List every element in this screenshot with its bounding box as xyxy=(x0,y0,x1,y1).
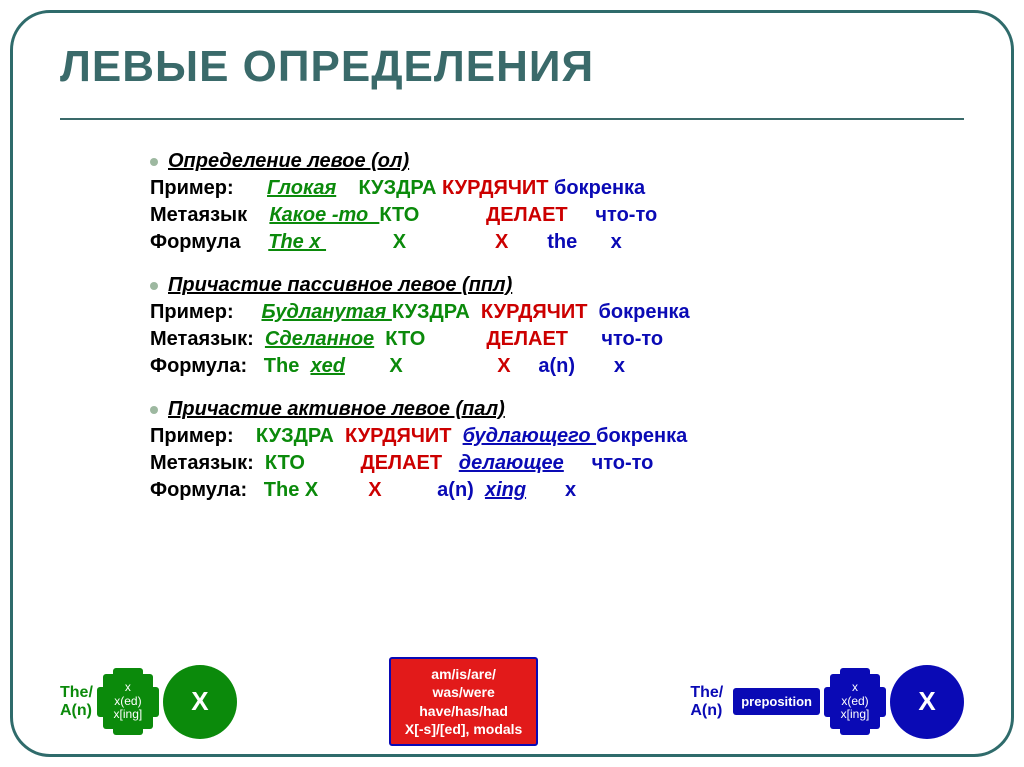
label: Пример: xyxy=(150,301,261,323)
word: X xyxy=(495,231,547,253)
word: the x xyxy=(547,231,621,253)
word: Сделанное xyxy=(265,328,374,350)
blue-circle: X xyxy=(890,665,964,739)
section-head: Определение левое (ол) xyxy=(168,150,409,172)
bullet-icon xyxy=(150,158,158,166)
label: Пример: xyxy=(150,177,267,199)
section-head: Причастие активное левое (пал) xyxy=(168,398,505,420)
word: что-то xyxy=(564,452,654,474)
word: КУРДЯЧИТ xyxy=(345,425,463,447)
word: ДЕЛАЕТ xyxy=(360,452,458,474)
row-example: Пример: Глокая КУЗДРА КУРДЯЧИТ бокренка xyxy=(150,175,964,202)
slide-title: ЛЕВЫЕ ОПРЕДЕЛЕНИЯ xyxy=(60,42,594,92)
word: Будланутая xyxy=(261,301,391,323)
word: КУРДЯЧИТ xyxy=(481,301,599,323)
word: КУЗДРА xyxy=(392,301,481,323)
word: КТО xyxy=(374,328,486,350)
row-example: Пример: КУЗДРА КУРДЯЧИТ будлающего бокре… xyxy=(150,423,964,450)
word: The xyxy=(264,355,311,377)
row-meta: Метаязык Какое -то КТО ДЕЛАЕТ что-то xyxy=(150,202,964,229)
text: x[ing] xyxy=(114,708,143,722)
bottom-diagram: The/ A(n) x x(ed) x[ing] X am/is/are/ wa… xyxy=(60,654,964,749)
word: КУЗДРА xyxy=(256,425,345,447)
word: КТО xyxy=(265,452,361,474)
text: x(ed) xyxy=(114,695,141,709)
section-ppl: Причастие пассивное левое (ппл) Пример: … xyxy=(150,272,964,380)
text: x xyxy=(125,681,131,695)
word: что-то xyxy=(601,328,663,350)
row-meta: Метаязык: КТО ДЕЛАЕТ делающее что-то xyxy=(150,450,964,477)
word: делающее xyxy=(459,452,564,474)
row-formula: Формула: The X X a(n) xing x xyxy=(150,477,964,504)
section-ol: Определение левое (ол) Пример: Глокая КУ… xyxy=(150,148,964,256)
bullet-icon xyxy=(150,282,158,290)
word: X xyxy=(326,231,495,253)
label: Метаязык: xyxy=(150,452,265,474)
word: xing xyxy=(485,479,526,501)
row-meta: Метаязык: Сделанное КТО ДЕЛАЕТ что-то xyxy=(150,326,964,353)
section-head: Причастие пассивное левое (ппл) xyxy=(168,274,512,296)
word: бокренка xyxy=(596,425,687,447)
green-circle: X xyxy=(163,665,237,739)
text: A(n) xyxy=(60,702,92,719)
word: будлающего xyxy=(463,425,597,447)
word: xed xyxy=(310,355,344,377)
row-formula: Формула The x X X the x xyxy=(150,229,964,256)
word: Глокая xyxy=(267,177,336,199)
word: X xyxy=(345,355,497,377)
title-underline xyxy=(60,118,964,120)
text: The/ xyxy=(690,684,723,701)
word: The x xyxy=(268,231,326,253)
word: КУЗДРА xyxy=(336,177,442,199)
label: Метаязык xyxy=(150,204,269,226)
word: X xyxy=(368,479,437,501)
row-example: Пример: Будланутая КУЗДРА КУРДЯЧИТ бокре… xyxy=(150,299,964,326)
word: КТО xyxy=(379,204,486,226)
word: X xyxy=(497,355,538,377)
text: The/ xyxy=(60,684,93,701)
word: a(n) xyxy=(437,479,485,501)
label: Формула xyxy=(150,231,268,253)
text: x xyxy=(852,681,858,695)
content-area: Определение левое (ол) Пример: Глокая КУ… xyxy=(150,148,964,520)
red-modal-box: am/is/are/ was/were have/has/had X[-s]/[… xyxy=(389,657,538,746)
word: что-то xyxy=(595,204,657,226)
word: Какое -то xyxy=(269,204,379,226)
preposition-box: preposition xyxy=(733,688,820,715)
text: am/is/are/ xyxy=(431,666,496,682)
label: Формула: xyxy=(150,479,264,501)
text: was/were xyxy=(432,684,494,700)
text: have/has/had xyxy=(419,703,508,719)
word: бокренка xyxy=(599,301,690,323)
text: A(n) xyxy=(690,702,722,719)
word: x xyxy=(526,479,576,501)
the-an-label: The/ A(n) xyxy=(60,684,93,719)
text: x[ing] xyxy=(841,708,870,722)
the-an-label-right: The/ A(n) xyxy=(690,684,723,719)
word: ДЕЛАЕТ xyxy=(486,204,595,226)
text: x(ed) xyxy=(841,695,868,709)
word: a(n) x xyxy=(538,355,625,377)
bullet-icon xyxy=(150,406,158,414)
label: Формула: xyxy=(150,355,264,377)
label: Пример: xyxy=(150,425,256,447)
text: X[-s]/[ed], modals xyxy=(405,721,522,737)
word: ДЕЛАЕТ xyxy=(486,328,601,350)
label: Метаязык: xyxy=(150,328,265,350)
green-cross-box: x x(ed) x[ing] xyxy=(103,674,153,729)
word: КУРДЯЧИТ xyxy=(442,177,554,199)
section-pal: Причастие активное левое (пал) Пример: К… xyxy=(150,396,964,504)
row-formula: Формула: The xed X X a(n) x xyxy=(150,353,964,380)
word: бокренка xyxy=(554,177,645,199)
blue-cross-box: x x(ed) x[ing] xyxy=(830,674,880,729)
word: The X xyxy=(264,479,368,501)
